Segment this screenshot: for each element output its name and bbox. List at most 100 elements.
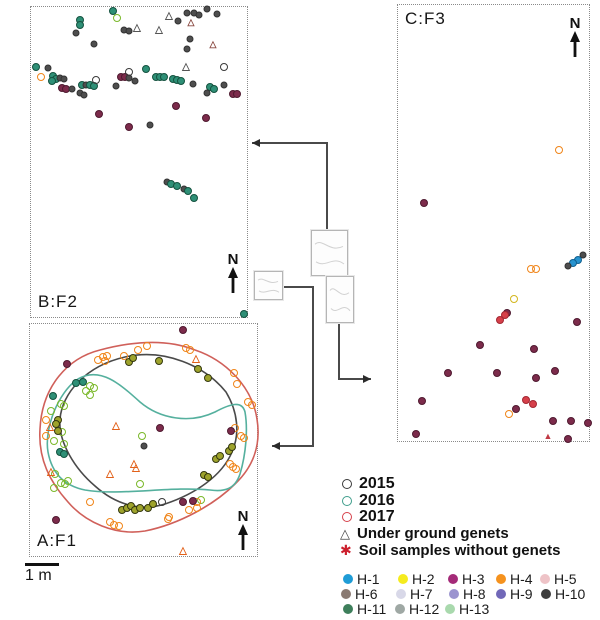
compass-a-f1: N: [237, 509, 249, 550]
ring-2016: [46, 373, 248, 493]
haplotype-label: H-10: [555, 586, 586, 602]
legend-year-2017: 2017: [342, 508, 395, 526]
data-point: [186, 35, 194, 43]
data-point: [179, 498, 187, 506]
data-point: [204, 473, 212, 481]
data-point: [225, 447, 233, 455]
h-12-color-dot-icon: [395, 604, 405, 614]
data-point: △: [179, 545, 187, 557]
legend-label-soil: Soil samples without genets: [358, 542, 561, 559]
data-point: [179, 326, 187, 334]
haplotype-label: H-9: [510, 586, 533, 602]
data-point: [144, 504, 152, 512]
haplotype-legend-item-h-6: H-6: [341, 586, 378, 602]
data-point: [160, 73, 168, 81]
data-point: [204, 374, 212, 382]
data-point: [125, 27, 133, 35]
data-point: [42, 416, 50, 424]
data-point: [57, 400, 65, 408]
data-point: [532, 265, 540, 273]
data-point: △: [47, 466, 55, 478]
data-point: [444, 369, 452, 377]
data-point: [56, 74, 64, 82]
h-7-color-dot-icon: [396, 589, 406, 599]
haplotype-legend-item-h-3: H-3: [448, 571, 485, 587]
legend-year-2015: 2015: [342, 475, 395, 493]
data-point: [229, 463, 237, 471]
data-point: [140, 442, 148, 450]
data-point: [213, 10, 221, 18]
data-point: [185, 506, 193, 514]
data-point: [117, 73, 125, 81]
north-label: N: [227, 251, 239, 268]
data-point: [240, 434, 248, 442]
data-point: [203, 89, 211, 97]
data-point: [86, 391, 94, 399]
h-11-color-dot-icon: [343, 604, 353, 614]
data-point: [76, 16, 84, 24]
map-inset-thumbnail: [311, 230, 348, 276]
data-point: [152, 73, 160, 81]
data-point: △: [106, 468, 114, 480]
data-point: [164, 515, 172, 523]
data-point: [230, 369, 238, 377]
panel-c-f3: ▲ C:F3 N: [397, 4, 592, 443]
data-point: [206, 83, 214, 91]
data-point: [76, 21, 84, 29]
haplotype-label: H-13: [459, 601, 490, 617]
h-4-color-dot-icon: [496, 574, 506, 584]
data-point: [200, 471, 208, 479]
data-point: [61, 480, 69, 488]
data-point: [496, 316, 504, 324]
data-point: [418, 397, 426, 405]
haplotype-label: H-6: [355, 586, 378, 602]
data-point: [210, 85, 218, 93]
north-arrow-icon: [570, 31, 580, 57]
data-point: △: [133, 22, 141, 34]
data-point: [189, 80, 197, 88]
data-point: [183, 9, 191, 17]
data-point: [512, 405, 520, 413]
data-point: [226, 460, 234, 468]
data-point: [163, 178, 171, 186]
data-point: △: [192, 353, 200, 365]
data-point: [567, 417, 575, 425]
north-arrow-icon: [238, 524, 248, 550]
map-inset-thumbnail: [326, 276, 354, 323]
data-point: [60, 440, 68, 448]
data-point: [173, 182, 181, 190]
data-point: [60, 402, 68, 410]
data-point: [231, 424, 239, 432]
haplotype-label: H-5: [554, 571, 577, 587]
data-point: [54, 416, 62, 424]
data-point: [180, 185, 188, 193]
data-point: [177, 77, 185, 85]
data-point: [49, 392, 57, 400]
data-point: [125, 358, 133, 366]
data-point: [72, 379, 80, 387]
data-point: [189, 497, 197, 505]
data-point: [52, 516, 60, 524]
data-point: [63, 360, 71, 368]
data-point: [138, 432, 146, 440]
legend-year-2016: 2016: [342, 492, 395, 510]
data-point: [143, 342, 151, 350]
data-point: [156, 73, 164, 81]
data-point: [573, 318, 581, 326]
data-point: [220, 81, 228, 89]
data-point: [420, 199, 428, 207]
panel-label-c-f3: C:F3: [405, 9, 446, 28]
data-point: [569, 259, 577, 267]
haplotype-legend-item-h-9: H-9: [496, 586, 533, 602]
data-point: [549, 417, 557, 425]
data-point: [80, 91, 88, 99]
data-point: [90, 82, 98, 90]
data-point: [32, 63, 40, 71]
legend-soil-samples: ✱ Soil samples without genets: [340, 542, 560, 559]
data-point: [232, 465, 240, 473]
data-point: [244, 398, 252, 406]
data-point: [412, 430, 420, 438]
data-point: △: [209, 39, 217, 50]
haplotype-label: H-8: [463, 586, 486, 602]
data-point: [212, 455, 220, 463]
